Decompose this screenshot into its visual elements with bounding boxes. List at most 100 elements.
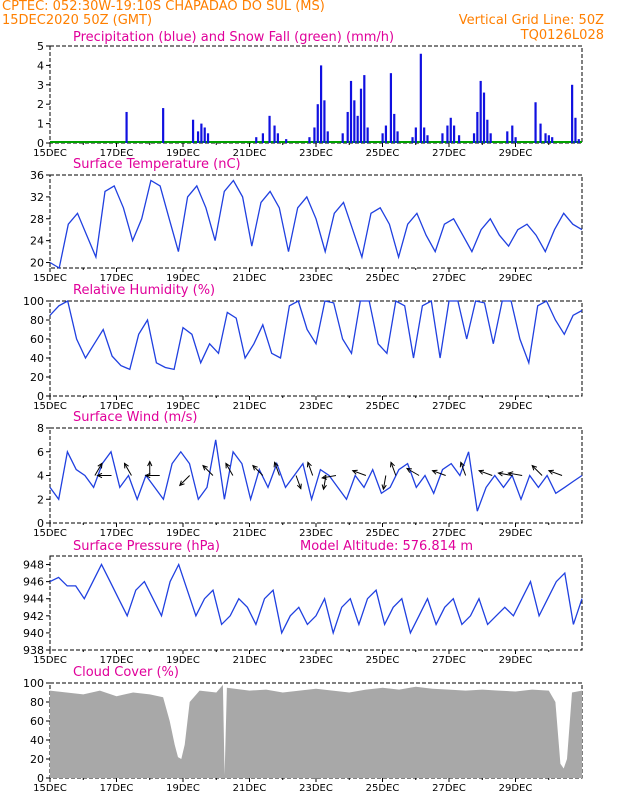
- precip-bar: [571, 84, 574, 143]
- rh-ytick-label: 80: [30, 314, 44, 327]
- precip-bar: [547, 135, 550, 143]
- precip-ytick-label: 4: [37, 59, 44, 72]
- wind-arrow: [202, 465, 214, 476]
- wind-arrow-head: [296, 483, 302, 490]
- wind-arrow-head: [96, 472, 103, 479]
- run-date: 15DEC2020 50Z (GMT): [2, 13, 153, 28]
- precip-bar: [446, 125, 449, 143]
- temp-ytick-label: 36: [30, 169, 44, 182]
- wind-arrow-head: [202, 464, 208, 471]
- wind-arrow-head: [321, 484, 327, 491]
- temp-xtick-label: 17DEC: [100, 273, 134, 284]
- wind-arrow-head: [459, 461, 465, 468]
- cloud-xtick-label: 19DEC: [166, 783, 200, 794]
- precip-bar: [319, 65, 323, 143]
- precip-bar: [381, 133, 384, 143]
- wind-series-line: [49, 439, 583, 512]
- precip-xtick-label: 15DEC: [33, 148, 67, 159]
- precip-bar: [419, 53, 422, 144]
- cloud-title: Cloud Cover (%): [73, 665, 179, 680]
- pressure-xtick-label: 23DEC: [299, 655, 333, 666]
- cloud-xtick-label: 27DEC: [432, 783, 466, 794]
- precip-bar: [396, 131, 399, 143]
- rh-series-line: [49, 299, 583, 371]
- model-id: TQ0126L028: [520, 28, 604, 43]
- wind-ytick-label: 4: [37, 470, 44, 483]
- precip-bar: [356, 115, 359, 143]
- wind-xtick-label: 23DEC: [299, 528, 333, 539]
- wind-arrow-head: [497, 471, 504, 477]
- precip-bar: [414, 127, 417, 143]
- precip-ytick-label: 3: [37, 79, 44, 92]
- precip-bar: [276, 133, 279, 143]
- precip-xtick-label: 23DEC: [299, 148, 333, 159]
- precip-bar: [308, 137, 311, 143]
- wind-arrow-head: [147, 460, 153, 467]
- wind-xtick-label: 21DEC: [233, 528, 267, 539]
- wind-ytick-label: 6: [37, 446, 44, 459]
- wind-xtick-label: 17DEC: [100, 528, 134, 539]
- wind-arrow: [432, 470, 446, 476]
- wind-arrow-head: [252, 464, 258, 471]
- wind-arrow-head: [431, 469, 438, 475]
- precip-bar: [539, 123, 542, 143]
- precip-bar: [476, 111, 479, 143]
- wind-arrow: [307, 462, 314, 476]
- wind-arrow: [382, 475, 387, 490]
- precip-bar: [393, 113, 396, 143]
- precip-bar: [261, 133, 264, 143]
- precip-bar: [441, 133, 444, 143]
- wind-xtick-label: 25DEC: [366, 528, 400, 539]
- precip-bar: [534, 102, 537, 143]
- cloud-xtick-label: 15DEC: [33, 783, 67, 794]
- temp-frame: [49, 174, 583, 269]
- wind-xtick-label: 29DEC: [499, 528, 533, 539]
- cloud-ytick-label: 0: [37, 772, 44, 785]
- precip-xtick-label: 29DEC: [499, 148, 533, 159]
- precip-frame: [49, 45, 583, 144]
- temp-xtick-label: 25DEC: [366, 273, 400, 284]
- wind-arrow-head: [381, 484, 387, 491]
- precip-bar: [426, 135, 429, 143]
- precip-bar: [544, 133, 547, 143]
- wind-ytick-label: 0: [37, 517, 44, 530]
- precip-bar: [359, 88, 363, 143]
- precip-bar: [323, 100, 326, 143]
- precip-bar: [514, 137, 517, 143]
- wind-arrow-head: [507, 471, 514, 477]
- rh-xtick-label: 23DEC: [299, 401, 333, 412]
- temp-ytick-label: 20: [30, 257, 44, 270]
- pressure-ytick-label: 946: [23, 576, 44, 589]
- cloud-xtick-label: 23DEC: [299, 783, 333, 794]
- temp-series-line: [49, 179, 583, 270]
- rh-frame: [49, 300, 583, 397]
- pressure-ytick-label: 944: [23, 593, 44, 606]
- precip-xtick-label: 19DEC: [166, 148, 200, 159]
- wind-arrow: [531, 465, 543, 476]
- wind-arrow-head: [351, 469, 358, 475]
- rh-xtick-label: 17DEC: [100, 401, 134, 412]
- precip-bar: [577, 139, 580, 143]
- precip-bar: [341, 133, 344, 143]
- precip-ytick-label: 5: [37, 40, 44, 53]
- precip-bar: [506, 131, 509, 143]
- wind-arrow-head: [390, 461, 395, 468]
- wind-arrow: [498, 472, 513, 476]
- pressure-ytick-label: 948: [23, 559, 44, 572]
- precip-bar: [273, 125, 276, 143]
- precip-bar: [326, 131, 329, 143]
- precip-bar: [196, 131, 200, 143]
- precip-bar: [366, 127, 369, 143]
- precip-bar: [353, 100, 356, 143]
- rh-xtick-label: 29DEC: [499, 401, 533, 412]
- wind-arrow: [225, 463, 234, 476]
- wind-arrow: [478, 470, 493, 476]
- rh-xtick-label: 27DEC: [432, 401, 466, 412]
- wind-ytick-label: 8: [37, 422, 44, 435]
- wind-arrow-head: [144, 472, 151, 479]
- wind-arrow-head: [273, 461, 279, 468]
- wind-arrow: [179, 475, 191, 486]
- pressure-ytick-label: 942: [23, 610, 44, 623]
- pressure-xtick-label: 19DEC: [166, 655, 200, 666]
